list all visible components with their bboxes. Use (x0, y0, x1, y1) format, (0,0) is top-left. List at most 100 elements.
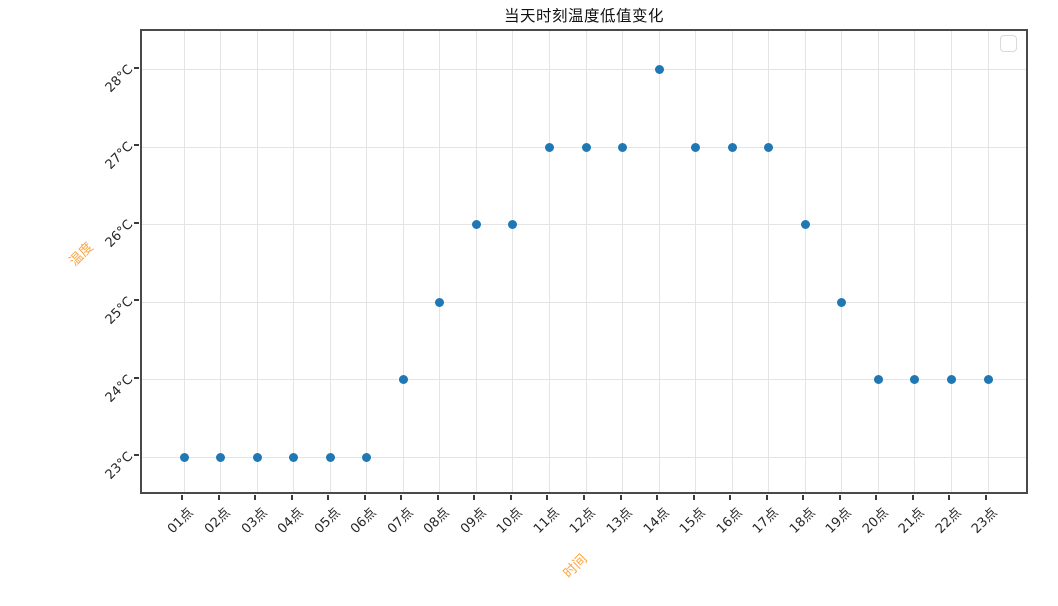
gridline-v (366, 31, 368, 492)
y-tick-label: 27°C (0, 136, 136, 173)
x-tick (436, 495, 439, 500)
gridline-v (585, 31, 587, 492)
y-tick (134, 376, 139, 379)
y-axis-label: 温度 (66, 239, 97, 270)
gridline-v (841, 31, 843, 492)
gridline-v (183, 31, 185, 492)
chart-title: 当天时刻温度低值变化 (503, 7, 664, 25)
y-tick (134, 299, 139, 302)
x-tick (546, 495, 549, 500)
x-tick (656, 495, 659, 500)
gridline-h (142, 301, 1026, 303)
data-point (727, 142, 737, 152)
x-tick (583, 495, 585, 500)
data-point (581, 142, 591, 152)
x-tick (181, 495, 183, 500)
gridline-v (256, 31, 258, 492)
gridline-v (768, 31, 770, 492)
gridline-v (439, 31, 441, 492)
data-point (983, 375, 993, 385)
data-point (325, 452, 335, 462)
gridline-v (512, 31, 514, 492)
x-tick (985, 495, 987, 500)
gridline-v (329, 31, 331, 492)
data-point (508, 220, 518, 230)
x-tick (802, 495, 805, 500)
data-point (179, 452, 189, 462)
data-point (654, 65, 664, 75)
x-tick (327, 495, 330, 500)
x-tick (400, 495, 403, 500)
gridline-v (804, 31, 806, 492)
x-tick (838, 495, 841, 500)
x-tick (254, 495, 257, 500)
data-point (471, 220, 481, 230)
gridline-v (950, 31, 952, 492)
data-point (691, 142, 701, 152)
y-tick (134, 144, 139, 147)
gridline-v (987, 31, 989, 492)
gridline-v (548, 31, 550, 492)
x-tick (619, 495, 622, 500)
x-tick (729, 495, 732, 500)
gridline-v (914, 31, 916, 492)
x-tick (363, 495, 366, 500)
y-tick-label-text: 27°C (102, 139, 136, 173)
y-tick-label-text: 24°C (102, 372, 136, 406)
gridline-v (731, 31, 733, 492)
data-point (618, 142, 628, 152)
data-point (837, 297, 847, 307)
data-point (289, 452, 299, 462)
x-tick-label-text: 23点 (969, 505, 1001, 537)
plot-area (140, 29, 1028, 494)
gridline-h (142, 69, 1026, 71)
x-tick (765, 495, 768, 500)
x-tick (875, 495, 878, 500)
gridline-v (293, 31, 295, 492)
x-tick (911, 495, 914, 500)
gridline-v (877, 31, 879, 492)
x-tick (473, 495, 476, 500)
gridline-v (658, 31, 660, 492)
x-tick (217, 495, 220, 500)
y-tick-label: 28°C (0, 59, 136, 95)
y-tick-label-text: 26°C (102, 217, 136, 251)
y-tick-label: 23°C (0, 446, 136, 483)
x-tick (509, 495, 512, 500)
gridline-v (695, 31, 697, 492)
data-point (873, 375, 883, 385)
x-tick-label: 23点 (876, 502, 1000, 536)
data-point (764, 142, 774, 152)
gridline-v (475, 31, 477, 492)
gridline-h (142, 379, 1026, 381)
y-tick-label: 26°C (0, 214, 136, 250)
x-tick (692, 495, 695, 500)
x-tick (290, 495, 293, 500)
y-tick (134, 66, 139, 69)
data-point (362, 452, 372, 462)
data-point (216, 452, 226, 462)
x-tick (948, 495, 951, 500)
legend-box (1000, 35, 1017, 52)
data-point (800, 220, 810, 230)
y-tick-label-text: 28°C (102, 62, 136, 96)
gridline-v (402, 31, 404, 492)
gridline-h (142, 456, 1026, 458)
y-tick (134, 221, 139, 224)
y-tick-label: 25°C (0, 291, 136, 328)
y-tick (134, 454, 139, 457)
y-tick-label: 24°C (0, 369, 136, 405)
data-point (435, 297, 445, 307)
gridline-v (622, 31, 624, 492)
data-point (252, 452, 262, 462)
gridline-h (142, 224, 1026, 226)
y-tick-label-text: 23°C (102, 449, 136, 483)
data-point (910, 375, 920, 385)
data-point (398, 375, 408, 385)
x-axis-label: 时间 (560, 551, 591, 582)
y-tick-label-text: 25°C (102, 294, 136, 328)
gridline-v (220, 31, 222, 492)
data-point (946, 375, 956, 385)
data-point (544, 142, 554, 152)
